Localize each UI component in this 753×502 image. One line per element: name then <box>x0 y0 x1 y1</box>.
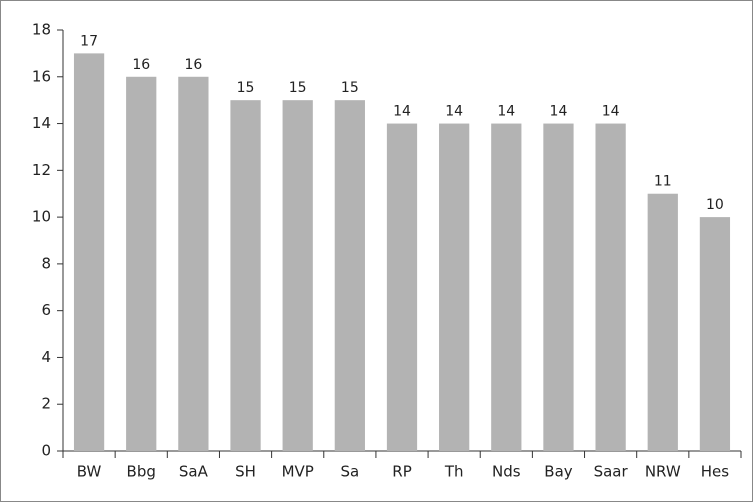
value-label: 15 <box>237 80 255 96</box>
bar <box>126 76 157 452</box>
bar <box>386 123 418 452</box>
x-tick-label: NRW <box>645 463 681 481</box>
x-tick-label: RP <box>392 463 411 481</box>
y-tick-label: 8 <box>41 254 51 272</box>
bar <box>543 123 574 452</box>
x-tick-label: Nds <box>492 463 521 481</box>
y-tick-label: 14 <box>32 114 51 132</box>
y-tick-label: 16 <box>32 67 51 85</box>
x-tick-label: Bbg <box>127 463 156 481</box>
value-label: 16 <box>132 57 150 73</box>
y-tick-label: 18 <box>32 21 51 39</box>
value-label: 14 <box>550 104 568 120</box>
bar <box>439 123 470 452</box>
bar <box>595 123 626 452</box>
x-tick-label: MVP <box>282 463 314 481</box>
bar <box>699 217 731 451</box>
x-tick-label: Sa <box>340 463 359 481</box>
value-label: 14 <box>602 104 620 120</box>
y-tick-label: 6 <box>41 301 51 319</box>
x-tick-label: Bay <box>544 463 572 481</box>
x-tick-label: Th <box>444 463 464 481</box>
y-tick-label: 0 <box>41 442 51 460</box>
x-tick-label: Saar <box>594 463 629 481</box>
bar <box>282 100 313 452</box>
bar <box>178 76 209 452</box>
x-tick-label: Hes <box>701 463 730 481</box>
value-label: 14 <box>497 104 515 120</box>
bar <box>647 193 678 451</box>
y-tick-label: 12 <box>32 161 51 179</box>
value-label: 16 <box>184 57 202 73</box>
x-tick-label: BW <box>77 463 102 481</box>
value-label: 17 <box>80 33 98 49</box>
bar <box>334 100 365 452</box>
value-label: 15 <box>289 80 307 96</box>
x-tick-label: SaA <box>179 463 209 481</box>
x-tick-label: SH <box>235 463 256 481</box>
bar <box>73 53 105 452</box>
value-label: 15 <box>341 80 359 96</box>
value-label: 11 <box>654 174 672 190</box>
y-tick-label: 10 <box>32 208 51 226</box>
value-label: 14 <box>393 104 411 120</box>
bar <box>491 123 522 452</box>
bar <box>230 100 261 452</box>
value-label: 14 <box>445 104 463 120</box>
y-tick-label: 2 <box>41 395 51 413</box>
value-label: 10 <box>706 197 724 213</box>
y-tick-label: 4 <box>41 348 51 366</box>
